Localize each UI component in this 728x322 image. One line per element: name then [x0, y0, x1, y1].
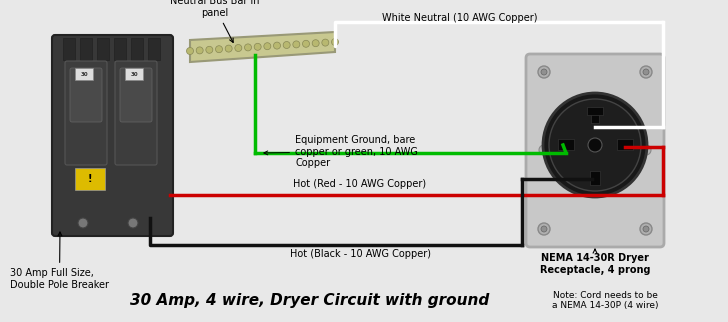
Text: 30 Amp, 4 wire, Dryer Circuit with ground: 30 Amp, 4 wire, Dryer Circuit with groun… — [130, 293, 490, 308]
Text: Hot (Red - 10 AWG Copper): Hot (Red - 10 AWG Copper) — [293, 179, 427, 189]
Bar — [75, 168, 105, 190]
Text: Equipment Ground, bare
copper or green, 10 AWG
Copper: Equipment Ground, bare copper or green, … — [264, 135, 418, 168]
Circle shape — [541, 69, 547, 75]
Circle shape — [186, 48, 194, 54]
Circle shape — [643, 226, 649, 232]
Circle shape — [78, 218, 88, 228]
Text: 30: 30 — [80, 71, 88, 77]
Bar — [80, 38, 92, 60]
Bar — [63, 38, 75, 60]
Circle shape — [543, 93, 647, 197]
Bar — [75, 68, 93, 80]
FancyBboxPatch shape — [115, 61, 157, 165]
Circle shape — [312, 40, 319, 47]
Circle shape — [538, 223, 550, 235]
Text: Neutral Bus Bar in
panel: Neutral Bus Bar in panel — [170, 0, 260, 43]
Bar — [148, 38, 160, 60]
Bar — [590, 171, 600, 185]
Circle shape — [293, 41, 300, 48]
FancyBboxPatch shape — [65, 61, 107, 165]
Circle shape — [283, 42, 290, 49]
FancyBboxPatch shape — [120, 68, 152, 122]
Circle shape — [206, 46, 213, 53]
Circle shape — [215, 46, 223, 53]
Circle shape — [640, 66, 652, 78]
Bar — [591, 107, 599, 123]
Circle shape — [331, 39, 339, 45]
Circle shape — [539, 145, 549, 155]
Circle shape — [235, 44, 242, 52]
FancyBboxPatch shape — [70, 68, 102, 122]
Circle shape — [274, 42, 280, 49]
Text: White Neutral (10 AWG Copper): White Neutral (10 AWG Copper) — [382, 13, 538, 23]
Text: !: ! — [88, 174, 92, 184]
Text: 30 Amp Full Size,
Double Pole Breaker: 30 Amp Full Size, Double Pole Breaker — [10, 232, 109, 289]
Circle shape — [541, 226, 547, 232]
Circle shape — [643, 69, 649, 75]
Circle shape — [538, 66, 550, 78]
Circle shape — [549, 99, 641, 191]
Circle shape — [196, 47, 203, 54]
Bar — [558, 139, 574, 150]
Bar — [617, 139, 633, 150]
Circle shape — [640, 223, 652, 235]
Circle shape — [264, 43, 271, 50]
Bar — [114, 38, 126, 60]
Bar — [125, 68, 143, 80]
Text: Note: Cord needs to be
a NEMA 14-30P (4 wire): Note: Cord needs to be a NEMA 14-30P (4 … — [552, 291, 658, 310]
FancyBboxPatch shape — [526, 54, 664, 247]
Circle shape — [225, 45, 232, 52]
FancyBboxPatch shape — [52, 35, 173, 236]
Circle shape — [245, 44, 251, 51]
Text: Hot (Black - 10 AWG Copper): Hot (Black - 10 AWG Copper) — [290, 249, 430, 259]
Text: 30: 30 — [130, 71, 138, 77]
Circle shape — [588, 138, 602, 152]
Circle shape — [641, 145, 651, 155]
Circle shape — [322, 39, 329, 46]
Circle shape — [128, 218, 138, 228]
Circle shape — [303, 40, 309, 47]
Bar — [97, 38, 109, 60]
Polygon shape — [190, 32, 335, 62]
Circle shape — [254, 43, 261, 50]
Text: NEMA 14-30R Dryer
Receptacle, 4 prong: NEMA 14-30R Dryer Receptacle, 4 prong — [539, 249, 650, 275]
Bar — [587, 107, 603, 115]
Bar — [131, 38, 143, 60]
